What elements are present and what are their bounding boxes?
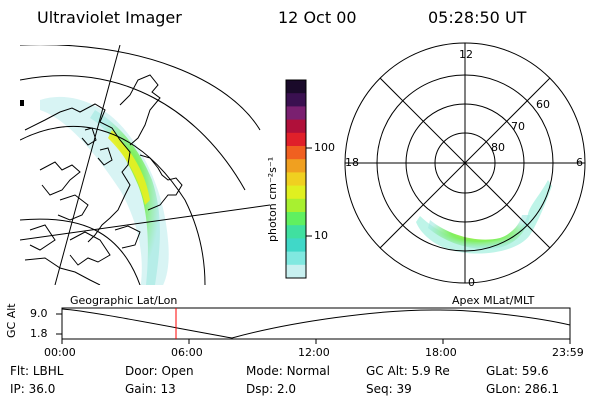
polar-label-top: 12 <box>459 48 473 61</box>
info-ip: IP: 36.0 <box>10 382 56 396</box>
polar-plot <box>344 42 586 284</box>
info-glat: GLat: 59.6 <box>486 364 549 378</box>
timeline-ytick-9: 9.0 <box>30 307 48 320</box>
colorbar-segment <box>286 264 306 279</box>
timeline-left-label: Geographic Lat/Lon <box>70 294 178 307</box>
colorbar-segment <box>286 132 306 147</box>
timeline-yaxis-title: GC Alt <box>5 303 18 338</box>
colorbar-segment <box>286 251 306 266</box>
color-bar <box>286 80 306 279</box>
colorbar-segment <box>286 159 306 173</box>
info-glon: GLon: 286.1 <box>486 382 559 396</box>
instrument-title: Ultraviolet Imager <box>37 8 182 27</box>
info-gain: Gain: 13 <box>125 382 176 396</box>
info-mode: Mode: Normal <box>246 364 330 378</box>
info-flt: Flt: LBHL <box>10 364 64 378</box>
colorbar-segment <box>286 93 306 107</box>
colorbar-segment <box>286 106 306 121</box>
colorbar-segment <box>286 172 306 187</box>
polar-label-left: 18 <box>345 156 359 169</box>
timeline-xtick-2359: 23:59 <box>552 346 584 359</box>
timeline-xtick-0000: 00:00 <box>44 346 76 359</box>
geographic-map <box>20 45 270 285</box>
colorbar-tick-100: 100 <box>314 141 335 154</box>
colorbar-segment <box>286 225 306 239</box>
colorbar-segment <box>286 198 306 213</box>
colorbar-segment <box>286 80 306 94</box>
timeline-xtick-1800: 18:00 <box>425 346 457 359</box>
date-label: 12 Oct 00 <box>278 8 357 27</box>
colorbar-unit-label: photon cm⁻²s⁻¹ <box>266 156 279 242</box>
timeline-xtick-1200: 12:00 <box>298 346 330 359</box>
polar-label-bottom: 0 <box>468 276 475 289</box>
timeline-right-label: Apex MLat/MLT <box>452 294 535 307</box>
timeline-ytick-1-8: 1.8 <box>30 327 48 340</box>
colorbar-segment <box>286 238 306 253</box>
info-door: Door: Open <box>125 364 194 378</box>
polar-lat-70: 70 <box>511 120 525 133</box>
polar-lat-80: 80 <box>491 141 505 154</box>
colorbar-segment <box>286 146 306 160</box>
colorbar-segment <box>286 212 306 226</box>
timeline-xtick-0600: 06:00 <box>171 346 203 359</box>
info-gc-alt: GC Alt: 5.9 Re <box>366 364 450 378</box>
time-label: 05:28:50 UT <box>428 8 527 27</box>
polar-label-right: 6 <box>576 156 583 169</box>
info-seq: Seq: 39 <box>366 382 412 396</box>
altitude-timeline <box>56 307 571 344</box>
colorbar-segment <box>286 119 306 134</box>
colorbar-tick-10: 10 <box>314 229 328 242</box>
altitude-curve <box>61 308 571 339</box>
polar-lat-60: 60 <box>536 98 550 111</box>
colorbar-segment <box>286 185 306 200</box>
info-dsp: Dsp: 2.0 <box>246 382 297 396</box>
